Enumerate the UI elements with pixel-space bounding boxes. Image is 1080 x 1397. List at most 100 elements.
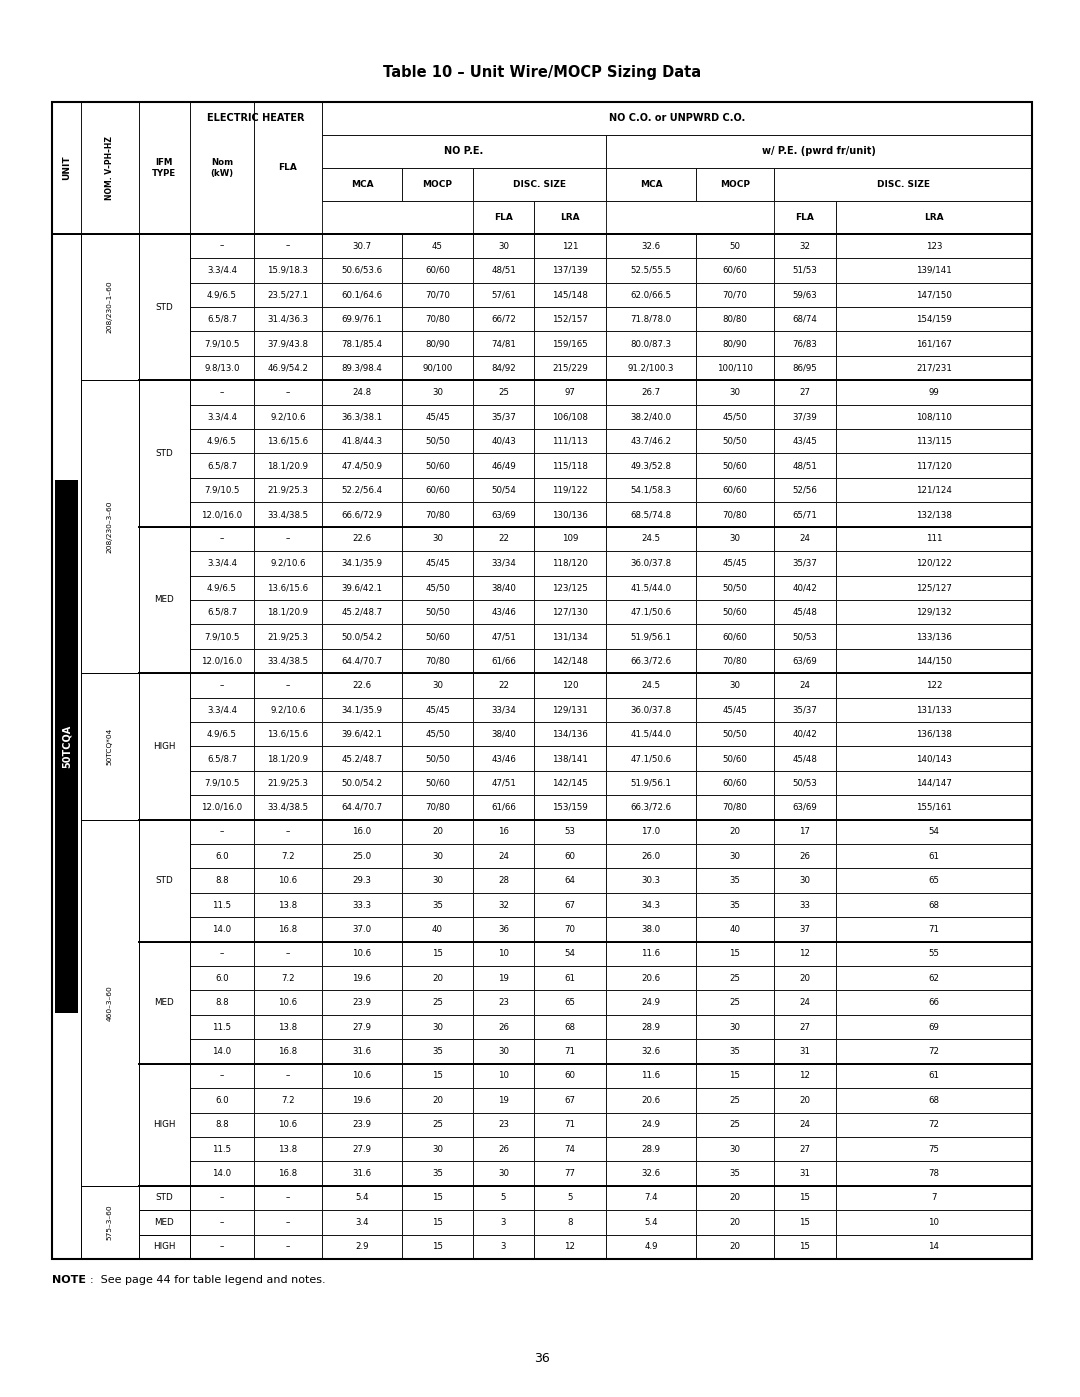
Bar [774,1063,836,1088]
Bar [836,576,1032,599]
Bar [322,1088,402,1112]
Text: 24: 24 [799,535,810,543]
Bar [254,1063,322,1088]
Text: 71: 71 [929,925,940,935]
Bar [696,918,774,942]
Text: 15: 15 [799,1193,810,1203]
Text: 72: 72 [929,1046,940,1056]
Text: –: – [220,950,225,958]
Bar [696,1063,774,1088]
Text: 121/124: 121/124 [916,486,951,495]
Bar [473,1039,534,1063]
Bar [696,576,774,599]
Text: –: – [286,388,291,397]
Text: 28.9: 28.9 [642,1023,661,1031]
Text: HIGH: HIGH [153,742,175,752]
Bar [696,552,774,576]
Text: 10.6: 10.6 [279,1120,298,1129]
Text: 25: 25 [729,1095,741,1105]
Text: 115/118: 115/118 [552,461,588,471]
Text: 137/139: 137/139 [552,265,588,275]
Bar [774,454,836,478]
Text: 34.1/35.9: 34.1/35.9 [341,705,382,714]
Text: 12.0/16.0: 12.0/16.0 [202,803,243,812]
Bar [774,282,836,307]
Bar [696,967,774,990]
Bar [836,844,1032,869]
Text: 50/50: 50/50 [723,729,747,739]
Text: 14: 14 [929,1242,940,1252]
Text: 61/66: 61/66 [491,803,516,812]
Bar [322,893,402,918]
Bar [138,1235,190,1259]
Bar [322,576,402,599]
Text: 3.3/4.4: 3.3/4.4 [207,412,238,422]
Bar [473,356,534,380]
Bar [836,942,1032,967]
Text: 575–3–60: 575–3–60 [107,1204,112,1241]
Text: 106/108: 106/108 [552,412,588,422]
Text: 26.0: 26.0 [642,852,661,861]
Text: –: – [220,1071,225,1080]
Text: 39.6/42.1: 39.6/42.1 [341,729,382,739]
Bar [836,282,1032,307]
Text: 60/60: 60/60 [723,631,747,641]
Text: 5: 5 [501,1193,507,1203]
Text: 66.3/72.6: 66.3/72.6 [631,657,672,665]
Bar [696,1161,774,1186]
Bar [534,405,606,429]
Bar [52,942,81,967]
Text: 6.5/8.7: 6.5/8.7 [207,608,238,616]
Text: 61: 61 [929,1071,940,1080]
Bar [138,844,190,869]
Bar [322,746,402,771]
Text: 52.5/55.5: 52.5/55.5 [631,265,672,275]
Text: 11.5: 11.5 [213,901,231,909]
Text: 41.5/44.0: 41.5/44.0 [631,729,672,739]
Bar [606,1210,696,1235]
Bar [81,1112,138,1137]
Text: 11.6: 11.6 [642,1071,661,1080]
Text: 70/80: 70/80 [723,510,747,520]
Bar [52,454,81,478]
Bar [473,820,534,844]
Bar [52,380,81,405]
Bar [836,869,1032,893]
Text: 54: 54 [565,950,576,958]
Text: 70/80: 70/80 [426,314,450,324]
Bar [534,673,606,697]
Text: 7.4: 7.4 [644,1193,658,1203]
Text: 7.2: 7.2 [281,974,295,983]
Bar [534,380,606,405]
Text: 65: 65 [565,999,576,1007]
Bar [138,527,190,552]
Text: 34.3: 34.3 [642,901,661,909]
Bar [138,795,190,820]
Text: 60.1/64.6: 60.1/64.6 [341,291,382,299]
Bar [473,405,534,429]
Text: 80/90: 80/90 [723,339,747,348]
Bar [836,1063,1032,1088]
Bar [81,722,138,746]
Text: 21.9/25.3: 21.9/25.3 [268,631,309,641]
Bar [402,942,473,967]
Bar [606,1014,696,1039]
Text: 24: 24 [498,852,509,861]
Bar [774,820,836,844]
Bar [836,307,1032,331]
Bar [402,918,473,942]
Text: 32.6: 32.6 [642,242,661,250]
Bar [190,771,254,795]
Bar [190,527,254,552]
Text: 27: 27 [799,1144,810,1154]
Text: 31: 31 [799,1046,810,1056]
Bar [81,967,138,990]
Bar [138,869,190,893]
Text: 121: 121 [562,242,578,250]
Bar [606,722,696,746]
Bar [138,1063,190,1088]
Bar [774,869,836,893]
Bar [81,820,138,1186]
Bar [606,918,696,942]
Bar [606,331,696,356]
